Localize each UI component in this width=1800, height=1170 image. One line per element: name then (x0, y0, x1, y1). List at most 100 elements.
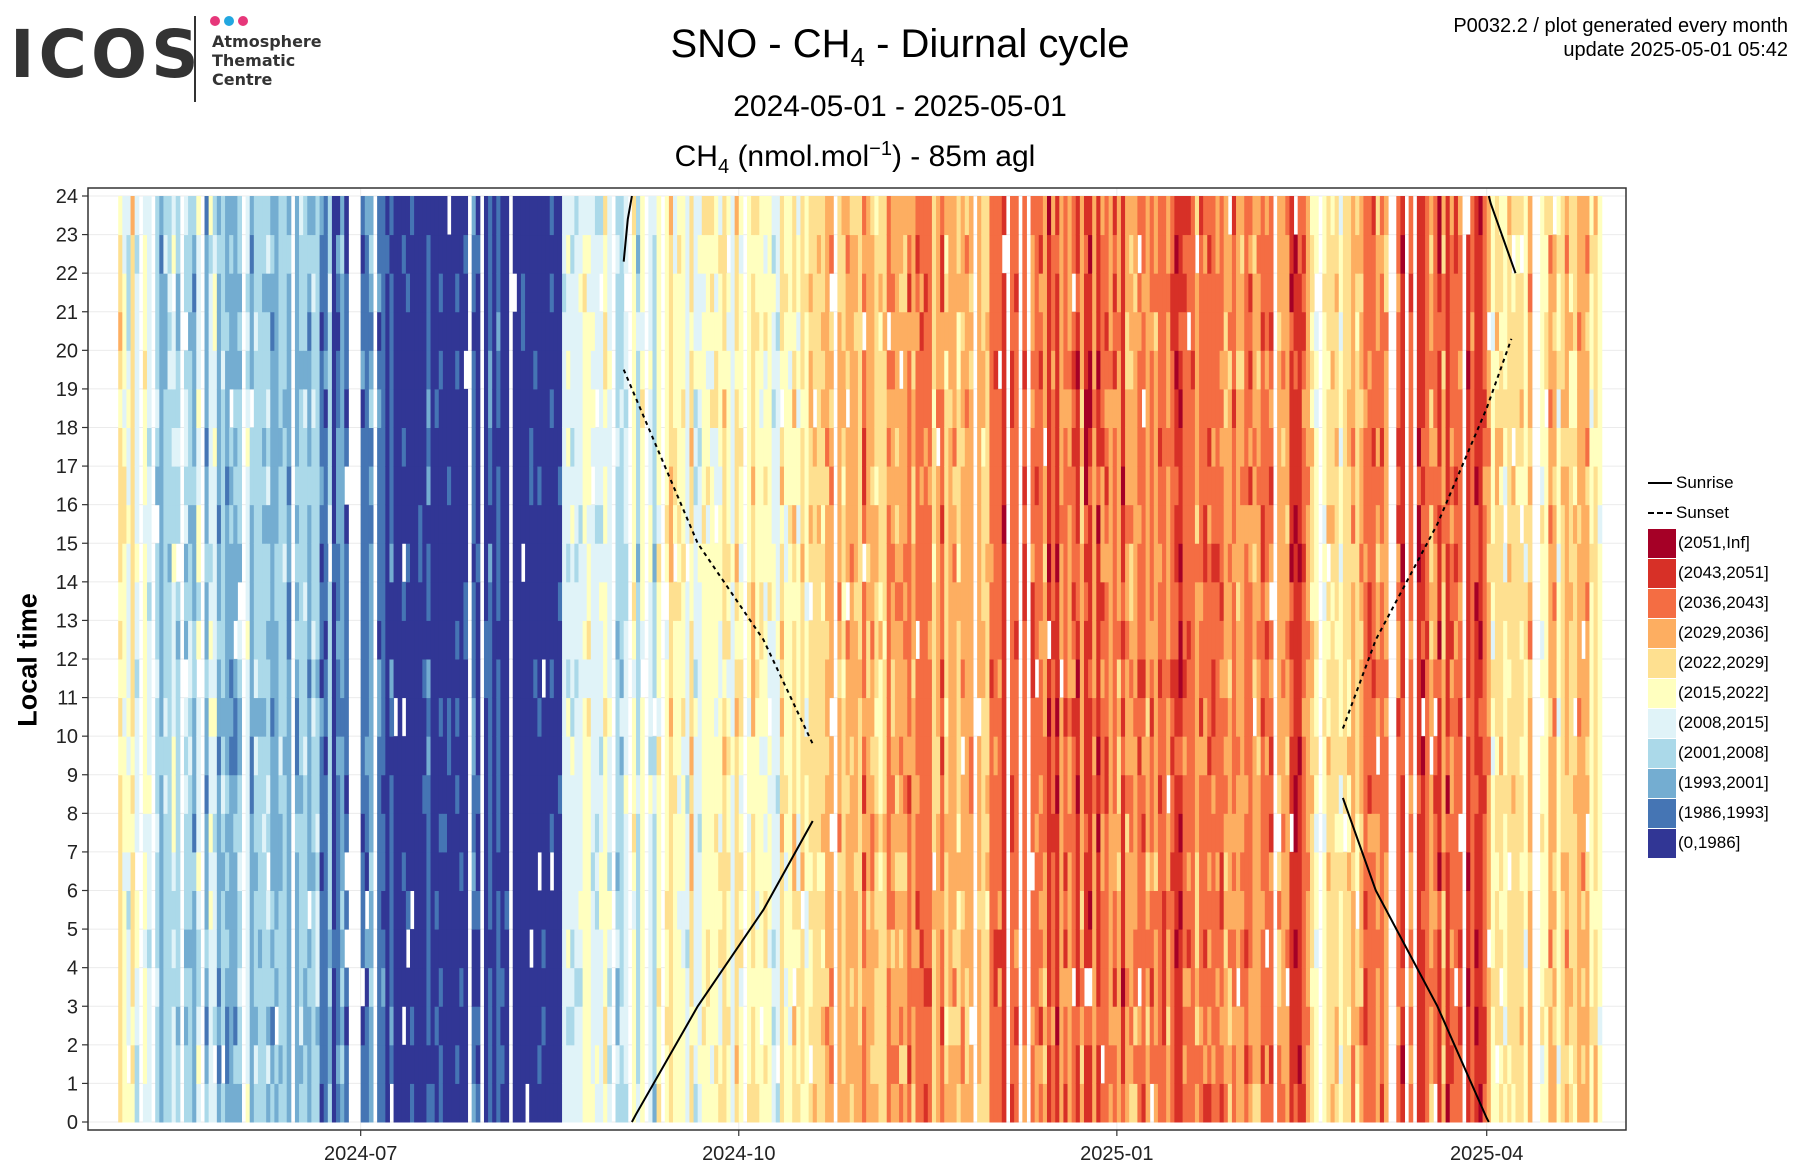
heatmap-cell (631, 234, 637, 274)
heatmap-cell (894, 1006, 900, 1046)
heatmap-cell (566, 234, 571, 274)
heatmap-cell (451, 620, 456, 660)
heatmap-cell (381, 427, 386, 467)
heatmap-cell (759, 967, 764, 1007)
heatmap-cell (492, 967, 497, 1007)
heatmap-cell (163, 697, 169, 737)
heatmap-cell (512, 466, 518, 506)
heatmap-cell (623, 813, 629, 853)
heatmap-cell (134, 813, 140, 853)
heatmap-cell (225, 967, 230, 1007)
heatmap-cell (619, 196, 625, 236)
heatmap-cell (274, 273, 279, 313)
heatmap-cell (175, 1006, 181, 1046)
heatmap-cell (878, 697, 884, 737)
heatmap-cell (1001, 543, 1007, 583)
heatmap-cell (188, 350, 193, 390)
heatmap-cell (677, 388, 682, 428)
heatmap-cell (471, 543, 477, 583)
heatmap-cell (751, 967, 756, 1007)
heatmap-cell (488, 851, 493, 891)
heatmap-cell (175, 697, 181, 737)
heatmap-cell (845, 813, 851, 853)
heatmap-cell (808, 1083, 814, 1123)
heatmap-cell (323, 813, 329, 853)
heatmap-cell (903, 543, 908, 583)
heatmap-cell (705, 774, 711, 814)
heatmap-cell (944, 1006, 949, 1046)
heatmap-cell (841, 890, 847, 930)
heatmap-cell (216, 388, 222, 428)
heatmap-cell (886, 543, 892, 583)
heatmap-cell (266, 466, 271, 506)
heatmap-cell (874, 234, 879, 274)
heatmap-cell (763, 234, 769, 274)
heatmap-cell (459, 1006, 464, 1046)
heatmap-cell (1059, 697, 1064, 737)
heatmap-cell (779, 736, 785, 776)
heatmap-cell (693, 196, 699, 236)
heatmap-cell (446, 929, 452, 969)
heatmap-cell (516, 466, 522, 506)
heatmap-cell (726, 581, 732, 621)
heatmap-cell (504, 234, 510, 274)
heatmap-cell (574, 581, 579, 621)
heatmap-cell (981, 1083, 986, 1123)
heatmap-cell (582, 273, 588, 313)
heatmap-cell (931, 929, 937, 969)
heatmap-cell (294, 1044, 300, 1084)
heatmap-cell (944, 543, 949, 583)
heatmap-cell (907, 234, 912, 274)
heatmap-cell (578, 851, 584, 891)
heatmap-cell (878, 736, 884, 776)
heatmap-cell (504, 774, 510, 814)
heatmap-cell (430, 311, 436, 351)
heatmap-cell (1022, 813, 1027, 853)
heatmap-cell (923, 890, 929, 930)
heatmap-cell (890, 196, 896, 236)
heatmap-cell (220, 543, 226, 583)
heatmap-cell (122, 1006, 127, 1046)
heatmap-cell (262, 388, 267, 428)
heatmap-cell (360, 620, 366, 660)
heatmap-cell (451, 1006, 456, 1046)
heatmap-cell (204, 1044, 210, 1084)
heatmap-cell (1063, 1083, 1069, 1123)
heatmap-cell (336, 388, 341, 428)
heatmap-cell (410, 813, 415, 853)
heatmap-cell (1063, 967, 1069, 1007)
heatmap-cell (311, 1083, 316, 1123)
heatmap-cell (405, 427, 411, 467)
heatmap-cell (804, 234, 810, 274)
heatmap-cell (257, 427, 263, 467)
heatmap-cell (1010, 851, 1015, 891)
heatmap-cell (167, 388, 173, 428)
heatmap-cell (331, 427, 337, 467)
heatmap-cell (1014, 427, 1019, 467)
heatmap-cell (915, 890, 921, 930)
heatmap-cell (857, 196, 863, 236)
heatmap-cell (1051, 311, 1056, 351)
heatmap-cell (204, 466, 210, 506)
heatmap-cell (323, 967, 329, 1007)
heatmap-cell (989, 620, 995, 660)
heatmap-cell (652, 736, 658, 776)
heatmap-cell (989, 1006, 995, 1046)
heatmap-cell (549, 736, 555, 776)
heatmap-cell (734, 1044, 740, 1084)
heatmap-cell (1038, 273, 1044, 313)
heatmap-cell (816, 890, 822, 930)
heatmap-cell (422, 774, 427, 814)
heatmap-cell (619, 1083, 625, 1123)
heatmap-cell (204, 851, 210, 891)
heatmap-cell (623, 234, 629, 274)
heatmap-cell (673, 388, 678, 428)
heatmap-cell (192, 813, 197, 853)
heatmap-cell (303, 813, 308, 853)
heatmap-cell (948, 890, 953, 930)
heatmap-cell (673, 967, 678, 1007)
heatmap-cell (968, 851, 974, 891)
heatmap-cell (282, 504, 288, 544)
logo-line: Atmosphere (212, 32, 322, 51)
heatmap-cell (1051, 1083, 1056, 1123)
